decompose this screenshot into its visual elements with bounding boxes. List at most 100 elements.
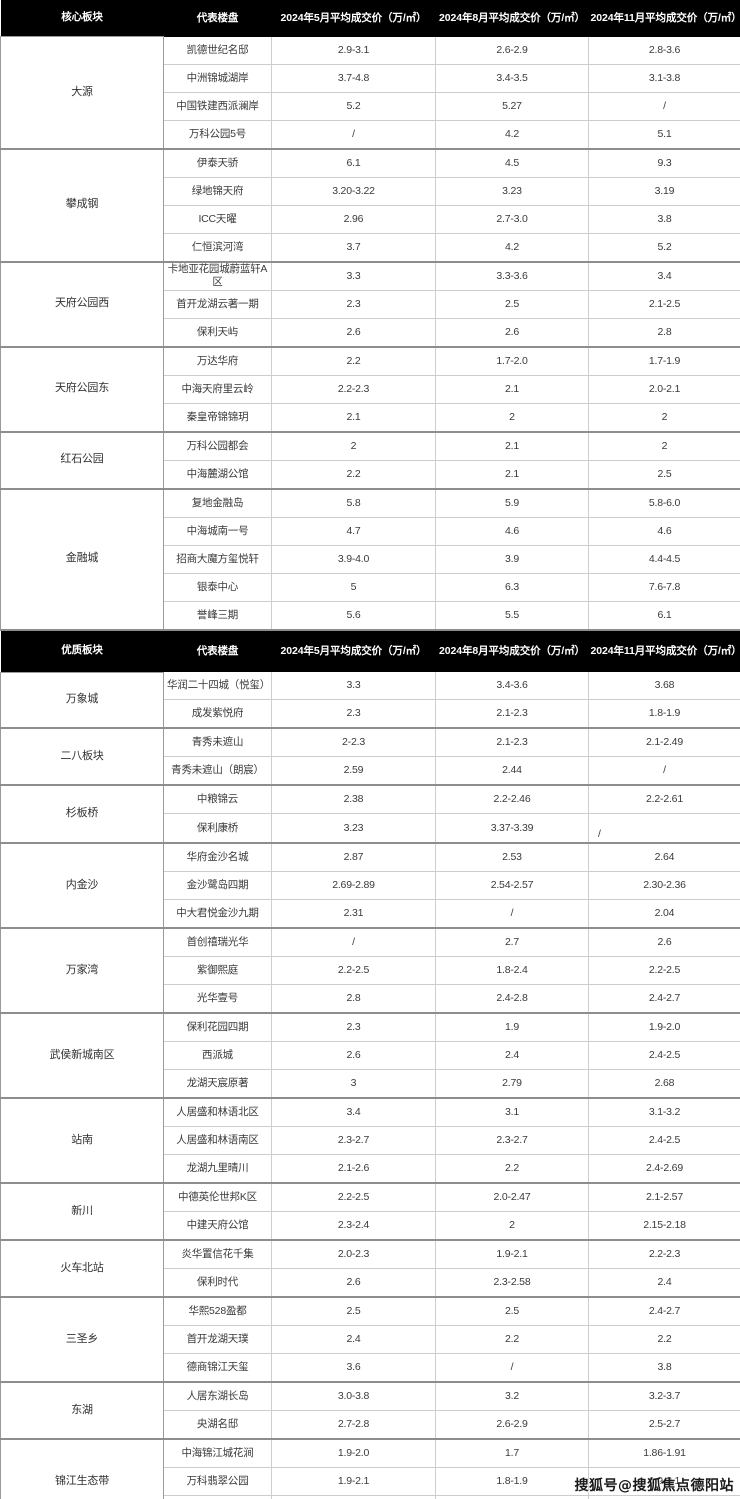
- may-price-cell: 1.9-2.0: [271, 1439, 436, 1468]
- sector-name-cell: 万象城: [0, 671, 164, 729]
- may-price-cell: 2.96: [271, 205, 436, 234]
- may-price-cell: 3.7: [271, 233, 436, 263]
- sector-name-cell: 杉板桥: [0, 785, 164, 844]
- table-row: 万科公园5号/4.2 5.1: [1, 120, 740, 150]
- may-price-cell: 2.2: [271, 346, 436, 376]
- aug-price-cell: 2.54-2.57: [435, 871, 589, 900]
- table-row: 金融城 复地金融岛 5.8 5.9 5.8-6.0: [0, 488, 740, 631]
- nov-price-cell: 2.15-2.18: [588, 1211, 740, 1241]
- sector-name-cell: 金融城: [0, 488, 164, 631]
- price-table-quality-sectors: 优质板块 代表楼盘 2024年5月平均成交价（万/㎡） 2024年8月平均成交价（万/…: [0, 630, 740, 1499]
- column-header-may-price: 2024年5月平均成交价（万/㎡）: [271, 0, 436, 37]
- sector-name-cell: 新川: [0, 1183, 164, 1241]
- project-name-cell: 中海锦江城云熙: [163, 1495, 272, 1499]
- aug-price-cell: 2.4-2.8: [435, 984, 589, 1014]
- may-price-cell: 2.59: [271, 756, 436, 786]
- nov-price-cell: 6.1: [588, 601, 740, 631]
- aug-price-cell: 2.6-2.9: [435, 1410, 589, 1440]
- project-name-cell: 中粮锦云: [163, 785, 272, 814]
- nov-price-cell: 1.8-1.9: [588, 699, 740, 729]
- table-row: 中海麓湖公馆 2.2 2.1 2.5: [1, 460, 740, 490]
- aug-price-cell: 2.2-2.46: [435, 785, 589, 814]
- nov-price-cell: 9.3: [588, 148, 740, 178]
- sector-name-cell: 站南: [0, 1098, 164, 1184]
- may-price-cell: 3.23: [271, 813, 436, 844]
- project-name-cell: 中国铁建西派澜岸: [163, 92, 272, 121]
- table-row: 天府公园东 万达华府 2.2 1.7-2.0 1.7-1.9: [0, 346, 740, 433]
- nov-price-cell: 2.5: [588, 460, 740, 490]
- may-price-cell: 3.9-4.0: [271, 545, 436, 574]
- table-row: 大源 凯德世纪名邸 2.9-3.1 2.6-2.9 2.8-3.6: [0, 36, 740, 150]
- may-price-cell: 2.69-2.89: [271, 871, 436, 900]
- may-price-cell: 2.9-3.1: [271, 36, 436, 65]
- may-price-cell: 2.2-2.5: [271, 956, 436, 985]
- may-price-cell: 5.2: [271, 92, 436, 121]
- aug-price-cell: 2.7: [435, 928, 589, 957]
- project-name-cell: 万科公园5号: [163, 120, 272, 150]
- table-row: 东湖 人居东湖长岛 3.0-3.8 3.2 3.2-3.7: [0, 1382, 740, 1440]
- nov-price-cell: 3.1-3.2: [588, 1098, 740, 1127]
- may-price-cell: 3.7-4.8: [271, 64, 436, 93]
- table-row: 杉板桥 中粮锦云 2.38 2.2-2.46 2.2-2.61: [0, 785, 740, 844]
- project-name-cell: 复地金融岛: [163, 488, 272, 518]
- project-name-cell: 光华壹号: [163, 984, 272, 1014]
- aug-price-cell: 2.5: [435, 1297, 589, 1326]
- may-price-cell: 3.4: [271, 1098, 436, 1127]
- table-row: 光华壹号 2.8 2.4-2.8 2.4-2.7: [1, 984, 740, 1014]
- table-row: 中洲锦城湖岸 3.7-4.8 3.4-3.5 3.1-3.8: [1, 64, 740, 93]
- aug-price-cell: 2.6-2.9: [435, 36, 589, 65]
- project-name-cell: 中海天府里云岭: [163, 375, 272, 404]
- nov-price-cell: 1.86-1.91: [588, 1439, 740, 1468]
- aug-price-cell: 2.1-2.3: [435, 699, 589, 729]
- project-name-cell: 中海城南一号: [163, 517, 272, 546]
- sector-name-cell: 天府公园西: [0, 261, 164, 348]
- aug-price-cell: 5.5: [435, 601, 589, 631]
- aug-price-cell: 2.53: [435, 843, 589, 872]
- nov-price-cell: 2: [588, 403, 740, 433]
- aug-price-cell: 4.2: [435, 233, 589, 263]
- project-name-cell: 中大君悦金沙九期: [163, 899, 272, 929]
- may-price-cell: 4.7: [271, 517, 436, 546]
- aug-price-cell: 1.7: [435, 1439, 589, 1468]
- nov-price-cell: 2.4-2.69: [588, 1154, 740, 1184]
- sector-name-cell: 内金沙: [0, 843, 164, 929]
- nov-price-cell: 2.4-2.5: [588, 1041, 740, 1070]
- price-table-core-sectors: 核心板块 代表楼盘 2024年5月平均成交价（万/㎡） 2024年8月平均成交价（万/…: [0, 0, 740, 631]
- nov-price-cell: 1.9-2.1: [588, 1467, 740, 1496]
- aug-price-cell: 4.2: [435, 120, 589, 150]
- may-price-cell: 2.2: [271, 460, 436, 490]
- nov-price-cell: /: [588, 813, 740, 844]
- project-name-cell: 人居盛和林语北区: [163, 1098, 272, 1127]
- may-price-cell: 2.3: [271, 290, 436, 319]
- table-row: 三圣乡 华熙528盈都 2.5 2.5 2.4-2.7: [0, 1297, 740, 1383]
- aug-price-cell: 3.4-3.5: [435, 64, 589, 93]
- column-header-sector: 核心板块: [0, 0, 164, 37]
- may-price-cell: 2.2-2.5: [271, 1183, 436, 1212]
- may-price-cell: 2.7-2.8: [271, 1410, 436, 1440]
- may-price-cell: 1.9-2.1: [271, 1467, 436, 1496]
- may-price-cell: 2.87: [271, 843, 436, 872]
- may-price-cell: 2.2-2.3: [271, 375, 436, 404]
- aug-price-cell: 5.27: [435, 92, 589, 121]
- table-row: 保利康桥 3.23 3.37-3.39/: [1, 813, 740, 844]
- may-price-cell: 2.38: [271, 785, 436, 814]
- aug-price-cell: 3.9: [435, 545, 589, 574]
- table-row: 首开龙湖云著一期 2.3 2.5 2.1-2.5: [1, 290, 740, 319]
- table-row: 龙湖天宸原著 3 2.79 2.68: [1, 1069, 740, 1099]
- table-row: 中建天府公馆 2.3-2.4 2 2.15-2.18: [1, 1211, 740, 1241]
- table-row: 秦皇帝锦锦玥 2.1 2 2: [1, 403, 740, 433]
- aug-price-cell: 2.79: [435, 1069, 589, 1099]
- aug-price-cell: 1.8-1.9: [435, 1467, 589, 1496]
- nov-price-cell: 2.4: [588, 1268, 740, 1298]
- may-price-cell: 2.6: [271, 1268, 436, 1298]
- project-name-cell: 紫御熙庭: [163, 956, 272, 985]
- nov-price-cell: 2.2-2.3: [588, 1240, 740, 1269]
- nov-price-cell: 7.6-7.8: [588, 573, 740, 602]
- table-row: 中大君悦金沙九期 2.31/2.04: [1, 899, 740, 929]
- aug-price-cell: 1.9: [435, 1013, 589, 1042]
- nov-price-cell: 4.4-4.5: [588, 545, 740, 574]
- may-price-cell: 2.4: [271, 1325, 436, 1354]
- column-header-project: 代表楼盘: [163, 0, 272, 37]
- aug-price-cell: 2: [435, 403, 589, 433]
